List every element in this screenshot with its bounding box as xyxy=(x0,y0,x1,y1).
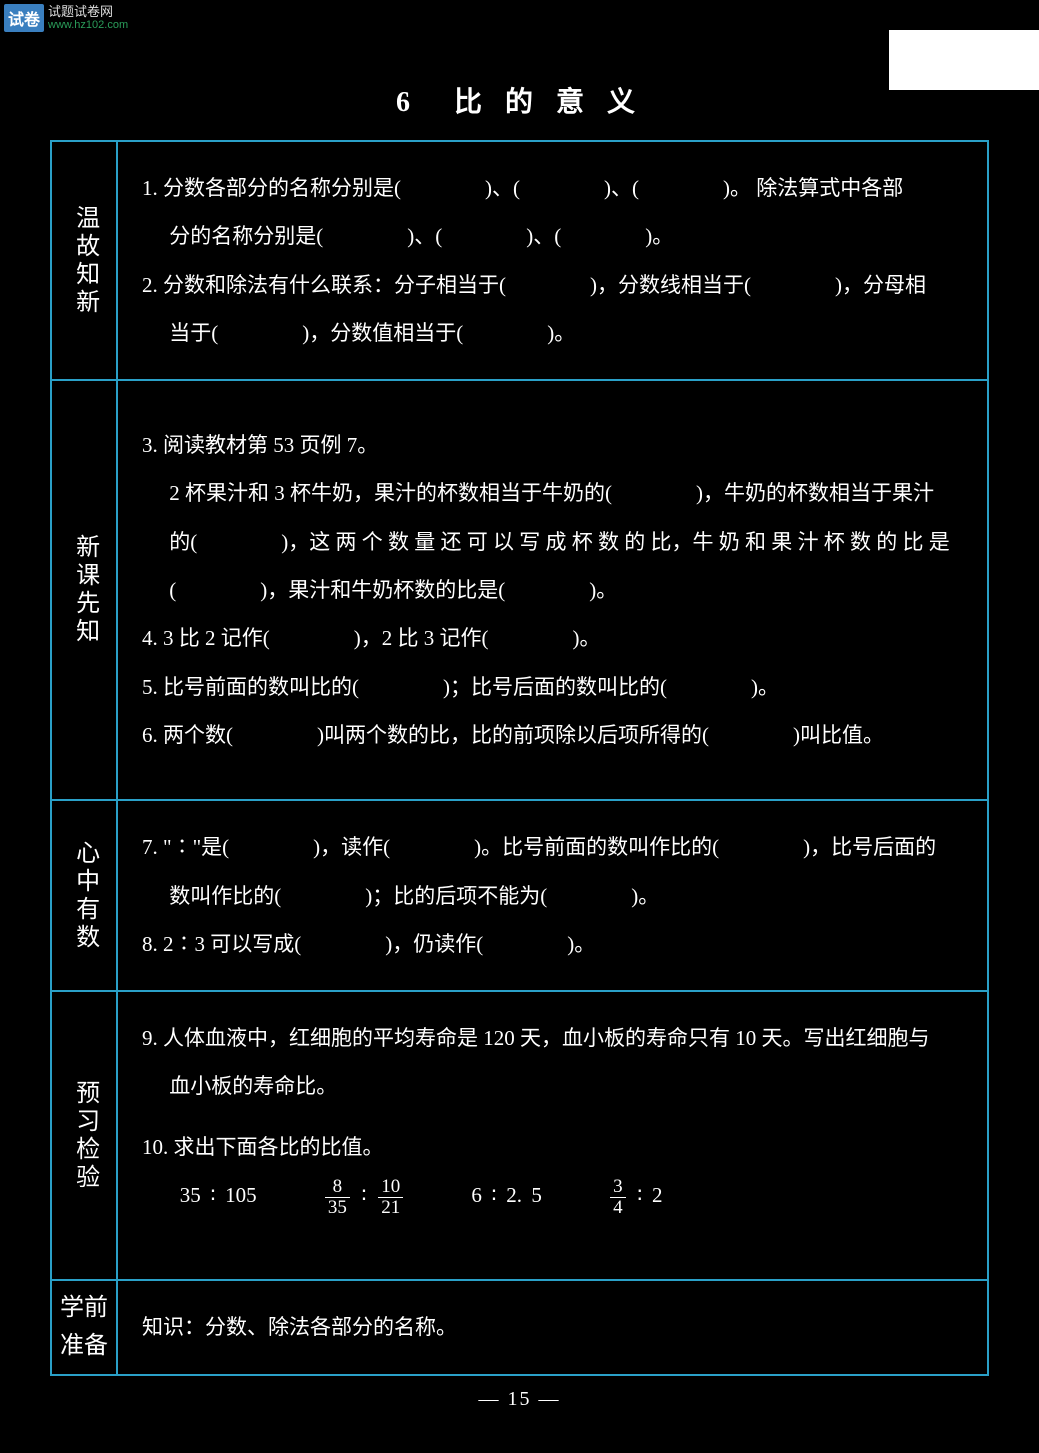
spacer xyxy=(142,1111,963,1123)
frac-d: 35 xyxy=(325,1198,350,1218)
row-content-1: 1. 分数各部分的名称分别是( )、( )、( )。 除法算式中各部 分的名称分… xyxy=(117,141,988,380)
q1-line1: 1. 分数各部分的名称分别是( )、( )、( )。 除法算式中各部 xyxy=(142,164,963,212)
q4: 4. 3 比 2 记作( )，2 比 3 记作( )。 xyxy=(142,614,963,662)
q3-line1: 3. 阅读教材第 53 页例 7。 xyxy=(142,421,963,469)
q7-line1: 7. "∶"是( )，读作( )。比号前面的数叫作比的( )，比号后面的 xyxy=(142,823,963,871)
watermark: 试卷 试题试卷网 www.hz102.com xyxy=(4,4,128,32)
ratio-2-right: 1021 xyxy=(378,1177,403,1218)
ratio-1: 35 ∶ 105 xyxy=(180,1183,257,1207)
frac-n: 8 xyxy=(325,1177,350,1198)
ratio-3: 6 ∶ 2. 5 xyxy=(471,1183,542,1207)
table-row: 预习检验 9. 人体血液中，红细胞的平均寿命是 120 天，血小板的寿命只有 1… xyxy=(51,991,988,1280)
q8: 8. 2∶3 可以写成( )，仍读作( )。 xyxy=(142,920,963,968)
row-content-5: 知识：分数、除法各部分的名称。 xyxy=(117,1280,988,1374)
corner-box xyxy=(889,30,1039,90)
ratio-4-left: 34 xyxy=(610,1177,626,1218)
table-row: 心中有数 7. "∶"是( )，读作( )。比号前面的数叫作比的( )，比号后面… xyxy=(51,800,988,991)
row-label-5: 学前准备 xyxy=(51,1280,117,1374)
q10-ratios: 35 ∶ 105 835 ∶ 1021 6 ∶ 2. 5 34 ∶ 2 xyxy=(142,1171,963,1219)
page: 试卷 试题试卷网 www.hz102.com 6 比 的 意 义 温故知新 1.… xyxy=(0,0,1039,1453)
row-label-1: 温故知新 xyxy=(51,141,117,380)
watermark-url: www.hz102.com xyxy=(48,19,128,31)
main-table: 温故知新 1. 分数各部分的名称分别是( )、( )、( )。 除法算式中各部 … xyxy=(50,140,989,1376)
table-row: 新课先知 3. 阅读教材第 53 页例 7。 2 杯果汁和 3 杯牛奶，果汁的杯… xyxy=(51,380,988,800)
watermark-text: 试题试卷网 www.hz102.com xyxy=(48,5,128,31)
q10-line1: 10. 求出下面各比的比值。 xyxy=(142,1123,963,1171)
q5: 5. 比号前面的数叫比的( )；比号后面的数叫比的( )。 xyxy=(142,663,963,711)
row-label-2: 新课先知 xyxy=(51,380,117,800)
prep-text: 知识：分数、除法各部分的名称。 xyxy=(142,1303,963,1351)
q3-line4: ( )，果汁和牛奶杯数的比是( )。 xyxy=(142,566,963,614)
q6: 6. 两个数( )叫两个数的比，比的前项除以后项所得的( )叫比值。 xyxy=(142,711,963,759)
q1-line2: 分的名称分别是( )、( )、( )。 xyxy=(142,212,963,260)
q3-line2: 2 杯果汁和 3 杯牛奶，果汁的杯数相当于牛奶的( )，牛奶的杯数相当于果汁 xyxy=(142,469,963,517)
q2-line2: 当于( )，分数值相当于( )。 xyxy=(142,309,963,357)
q9-line1: 9. 人体血液中，红细胞的平均寿命是 120 天，血小板的寿命只有 10 天。写… xyxy=(142,1014,963,1062)
row-label-3: 心中有数 xyxy=(51,800,117,991)
row-label-4: 预习检验 xyxy=(51,991,117,1280)
q9-line2: 血小板的寿命比。 xyxy=(142,1062,963,1110)
frac-n: 10 xyxy=(378,1177,403,1198)
watermark-badge: 试卷 xyxy=(4,4,44,32)
q2-line1: 2. 分数和除法有什么联系：分子相当于( )，分数线相当于( )，分母相 xyxy=(142,261,963,309)
ratio-4-rhs: 2 xyxy=(652,1183,663,1207)
row-content-2: 3. 阅读教材第 53 页例 7。 2 杯果汁和 3 杯牛奶，果汁的杯数相当于牛… xyxy=(117,380,988,800)
page-number: — 15 — xyxy=(0,1376,1039,1411)
frac-d: 21 xyxy=(378,1198,403,1218)
frac-d: 4 xyxy=(610,1198,626,1218)
row-content-4: 9. 人体血液中，红细胞的平均寿命是 120 天，血小板的寿命只有 10 天。写… xyxy=(117,991,988,1280)
page-title: 6 比 的 意 义 xyxy=(0,0,1039,140)
table-row: 温故知新 1. 分数各部分的名称分别是( )、( )、( )。 除法算式中各部 … xyxy=(51,141,988,380)
table-row: 学前准备 知识：分数、除法各部分的名称。 xyxy=(51,1280,988,1374)
q7-line2: 数叫作比的( )；比的后项不能为( )。 xyxy=(142,872,963,920)
frac-n: 3 xyxy=(610,1177,626,1198)
row-content-3: 7. "∶"是( )，读作( )。比号前面的数叫作比的( )，比号后面的 数叫作… xyxy=(117,800,988,991)
watermark-cn: 试题试卷网 xyxy=(48,5,128,19)
q3-line3: 的( )，这 两 个 数 量 还 可 以 写 成 杯 数 的 比，牛 奶 和 果… xyxy=(142,518,963,566)
ratio-2-left: 835 xyxy=(325,1177,350,1218)
